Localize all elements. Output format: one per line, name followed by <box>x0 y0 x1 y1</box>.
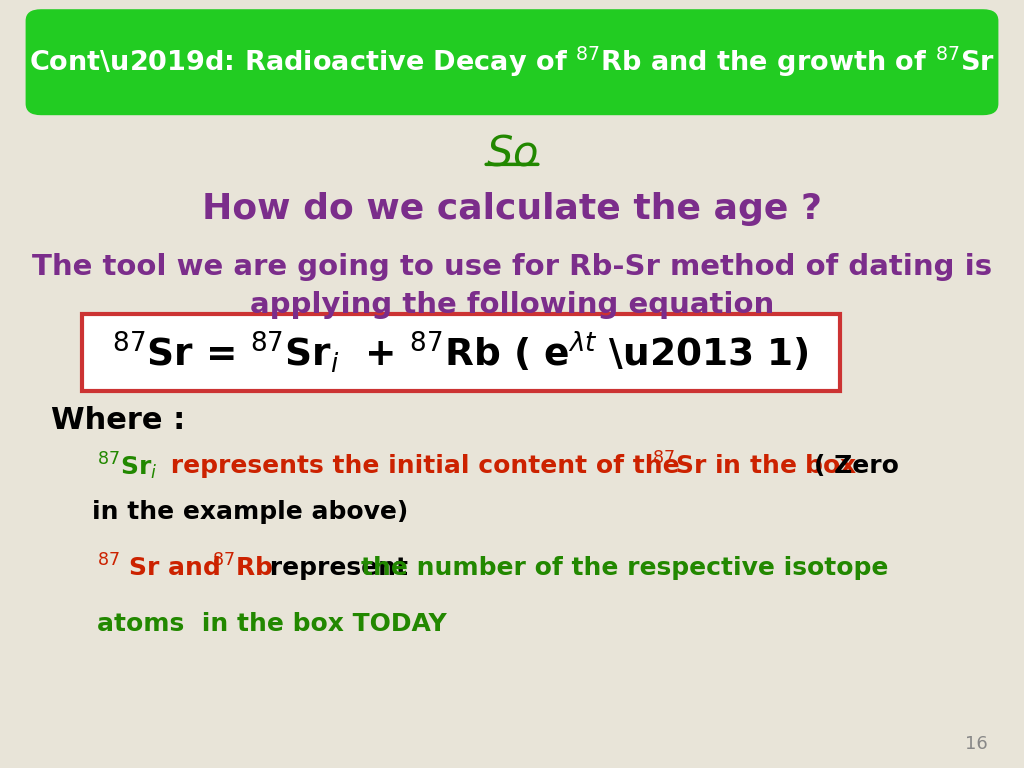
Text: 16: 16 <box>966 735 988 753</box>
Text: $\mathit{So}$: $\mathit{So}$ <box>486 133 538 174</box>
Text: applying the following equation: applying the following equation <box>250 291 774 319</box>
Text: represents the initial content of the: represents the initial content of the <box>162 454 688 478</box>
Text: atoms  in the box TODAY: atoms in the box TODAY <box>97 611 447 636</box>
Text: Where :: Where : <box>51 406 185 435</box>
Text: $^{87}$Sr$_i$: $^{87}$Sr$_i$ <box>97 451 158 482</box>
Text: How do we calculate the age ?: How do we calculate the age ? <box>202 192 822 226</box>
Text: represent: represent <box>261 556 417 581</box>
Text: Cont\u2019d: Radioactive Decay of $^{87}$Rb and the growth of $^{87}$Sr: Cont\u2019d: Radioactive Decay of $^{87}… <box>29 45 995 79</box>
FancyBboxPatch shape <box>82 314 840 391</box>
FancyBboxPatch shape <box>26 9 998 115</box>
Text: The tool we are going to use for Rb-Sr method of dating is: The tool we are going to use for Rb-Sr m… <box>32 253 992 281</box>
Text: the number of the respective isotope: the number of the respective isotope <box>361 556 889 581</box>
Text: $^{87}$Sr in the box: $^{87}$Sr in the box <box>652 452 858 480</box>
Text: $^{87}$ Sr and: $^{87}$ Sr and <box>97 554 223 582</box>
Text: in the example above): in the example above) <box>92 500 409 525</box>
Text: $^{87}$Rb: $^{87}$Rb <box>212 554 273 582</box>
Text: $^{87}$Sr = $^{87}$Sr$_i$  + $^{87}$Rb ( e$^{\lambda t}$ \u2013 1): $^{87}$Sr = $^{87}$Sr$_i$ + $^{87}$Rb ( … <box>113 329 809 376</box>
Text: ( Zero: ( Zero <box>814 454 899 478</box>
